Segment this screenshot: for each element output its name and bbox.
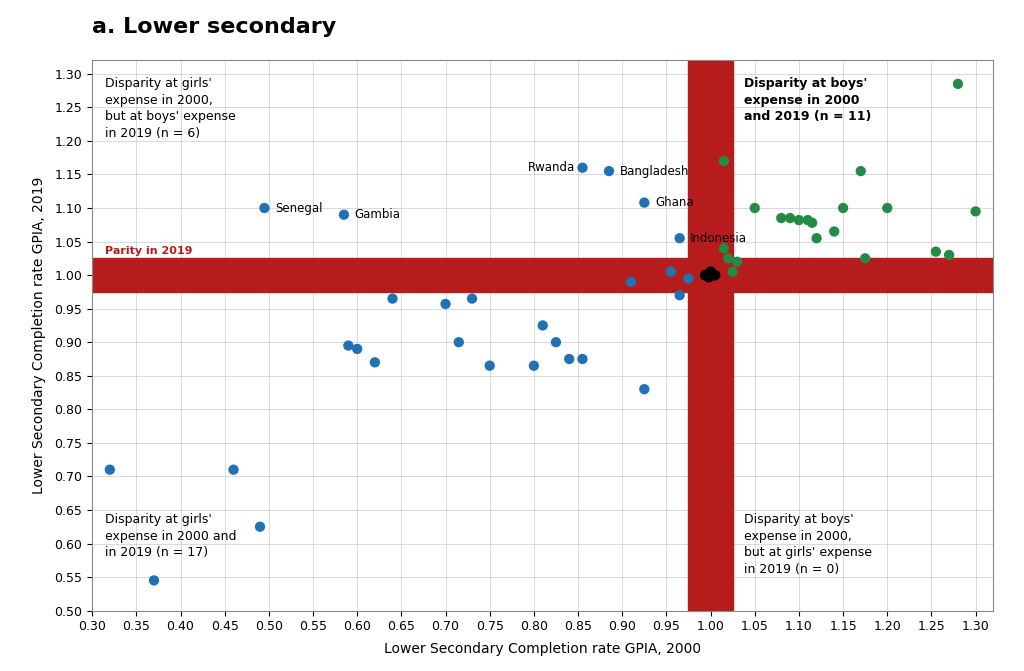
Point xyxy=(724,266,740,277)
Point xyxy=(672,233,688,244)
Point xyxy=(773,213,790,223)
Point xyxy=(700,272,717,282)
Point xyxy=(702,266,719,277)
Point xyxy=(623,276,639,287)
Point xyxy=(928,246,944,257)
Text: Parity in 2000: Parity in 2000 xyxy=(691,515,701,603)
Point xyxy=(601,166,617,176)
Bar xyxy=(688,60,732,611)
Point xyxy=(336,209,352,220)
Point xyxy=(525,360,542,371)
Text: Senegal: Senegal xyxy=(275,201,323,215)
Point xyxy=(384,293,400,304)
Point xyxy=(574,354,591,364)
Point xyxy=(535,320,551,331)
Text: Bangladesh: Bangladesh xyxy=(620,164,689,178)
Point xyxy=(225,464,242,475)
Point xyxy=(256,203,272,213)
Point xyxy=(464,293,480,304)
Point xyxy=(561,354,578,364)
Point xyxy=(949,79,966,89)
Point xyxy=(853,166,869,176)
Point xyxy=(782,213,799,223)
Point xyxy=(636,384,652,395)
Point xyxy=(746,203,763,213)
Bar xyxy=(92,258,993,292)
Point xyxy=(791,215,807,225)
Point xyxy=(101,464,118,475)
Point xyxy=(968,206,984,217)
Point xyxy=(451,337,467,348)
Text: Disparity at girls'
expense in 2000,
but at boys' expense
in 2019 (n = 6): Disparity at girls' expense in 2000, but… xyxy=(105,77,237,140)
Point xyxy=(707,270,723,280)
Point xyxy=(720,253,736,264)
Point xyxy=(808,233,824,244)
Point xyxy=(857,253,873,264)
Text: Parity in 2019: Parity in 2019 xyxy=(105,246,193,256)
Point xyxy=(145,575,162,586)
Text: Rwanda: Rwanda xyxy=(528,161,575,174)
Point xyxy=(340,340,356,351)
Point xyxy=(941,250,957,260)
Point xyxy=(680,273,696,284)
Point xyxy=(548,337,564,348)
Point xyxy=(349,344,366,354)
Point xyxy=(879,203,895,213)
Point xyxy=(729,256,745,267)
Text: Disparity at boys'
expense in 2000
and 2019 (n = 11): Disparity at boys' expense in 2000 and 2… xyxy=(744,77,871,123)
Point xyxy=(835,203,851,213)
Text: Ghana: Ghana xyxy=(655,196,693,209)
Y-axis label: Lower Secondary Completion rate GPIA, 2019: Lower Secondary Completion rate GPIA, 20… xyxy=(32,177,46,494)
Point xyxy=(663,266,679,277)
Point xyxy=(716,156,732,166)
Point xyxy=(636,197,652,208)
Point xyxy=(437,299,454,309)
Text: Disparity at boys'
expense in 2000,
but at girls' expense
in 2019 (n = 0): Disparity at boys' expense in 2000, but … xyxy=(744,513,872,576)
Text: a. Lower secondary: a. Lower secondary xyxy=(92,17,337,37)
Point xyxy=(367,357,383,368)
Point xyxy=(697,270,714,280)
Point xyxy=(481,360,498,371)
Point xyxy=(574,162,591,173)
Text: Indonesia: Indonesia xyxy=(690,231,748,245)
Point xyxy=(804,217,820,228)
Point xyxy=(252,521,268,532)
X-axis label: Lower Secondary Completion rate GPIA, 2000: Lower Secondary Completion rate GPIA, 20… xyxy=(384,641,701,656)
Point xyxy=(800,215,816,225)
Point xyxy=(672,290,688,301)
Point xyxy=(826,226,843,237)
Text: Disparity at girls'
expense in 2000 and
in 2019 (n = 17): Disparity at girls' expense in 2000 and … xyxy=(105,513,237,560)
Text: Gambia: Gambia xyxy=(354,208,400,221)
Point xyxy=(716,243,732,254)
